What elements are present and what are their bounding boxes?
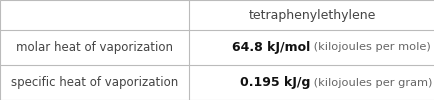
Text: tetraphenylethylene: tetraphenylethylene xyxy=(248,8,375,22)
Text: molar heat of vaporization: molar heat of vaporization xyxy=(16,41,173,54)
Text: specific heat of vaporization: specific heat of vaporization xyxy=(11,76,178,89)
Text: 0.195 kJ/g: 0.195 kJ/g xyxy=(239,76,309,89)
Text: 64.8 kJ/mol: 64.8 kJ/mol xyxy=(231,41,309,54)
Text: (kilojoules per gram): (kilojoules per gram) xyxy=(309,78,431,88)
Text: (kilojoules per mole): (kilojoules per mole) xyxy=(309,42,430,52)
